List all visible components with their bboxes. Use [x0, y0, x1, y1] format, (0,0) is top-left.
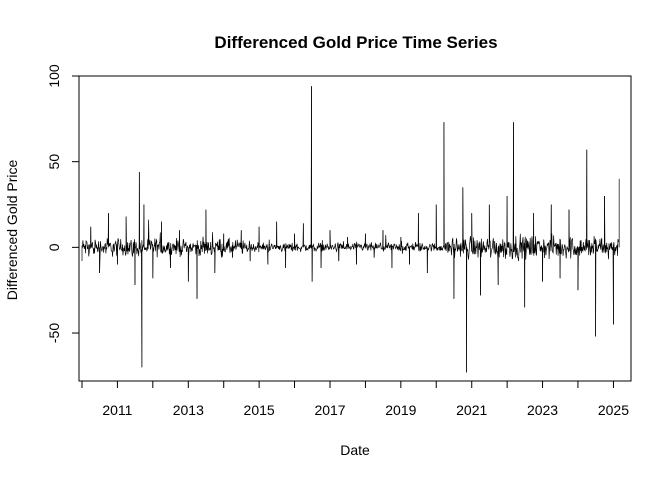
x-axis: 2011 2013 2015 2017 2019 2021 2023 2025: [81, 381, 629, 418]
x-axis-label: Date: [340, 442, 370, 458]
x-tick-label: 2011: [102, 402, 132, 418]
plot-frame: [78, 75, 632, 382]
x-tick-label: 2017: [314, 402, 345, 418]
x-tick-label: 2021: [456, 402, 487, 418]
y-tick-label: 0: [46, 243, 62, 251]
y-tick-label: -50: [46, 323, 62, 343]
x-tick-label: 2013: [173, 402, 204, 418]
x-tick-label: 2019: [385, 402, 416, 418]
x-tick-label: 2015: [244, 402, 275, 418]
y-axis: -50 0 50 100: [46, 64, 79, 343]
series-line: [81, 86, 620, 373]
x-tick-label: 2025: [598, 402, 629, 418]
y-axis-label: Differenced Gold Price: [4, 159, 20, 300]
y-tick-label: 50: [46, 154, 62, 170]
chart-title: Differenced Gold Price Time Series: [214, 33, 497, 52]
y-tick-label: 100: [46, 64, 62, 88]
plot-area: [81, 86, 620, 373]
x-tick-label: 2023: [527, 402, 558, 418]
